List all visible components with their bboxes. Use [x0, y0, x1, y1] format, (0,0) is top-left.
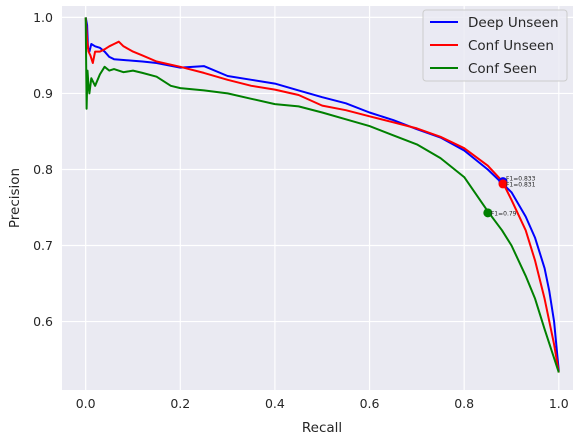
legend-label-1: Conf Unseen: [468, 38, 554, 54]
y-tick-labels: 0.6 0.7 0.8 0.9 1.0: [33, 10, 53, 329]
y-tick-label: 0.6: [33, 314, 53, 329]
f1-label-1: F1=0.831: [506, 181, 536, 188]
legend-label-2: Conf Seen: [468, 61, 537, 77]
x-tick-label: 0.4: [265, 396, 285, 411]
y-tick-label: 1.0: [33, 10, 53, 25]
legend: Deep Unseen Conf Unseen Conf Seen: [422, 9, 568, 82]
x-tick-labels: 0.0 0.2 0.4 0.6 0.8 1.0: [76, 396, 569, 411]
x-axis-title: Recall: [302, 420, 342, 436]
x-tick-label: 0.0: [76, 396, 96, 411]
f1-label-0: F1=0.833: [506, 176, 536, 183]
x-tick-label: 0.8: [454, 396, 474, 411]
y-axis-title: Precision: [7, 168, 23, 228]
series-line-0: [84, 17, 560, 372]
y-tick-label: 0.7: [33, 238, 53, 253]
y-tick-label: 0.9: [33, 86, 53, 101]
x-tick-label: 0.6: [360, 396, 380, 411]
legend-box: [422, 9, 568, 82]
y-tick-label: 0.8: [33, 162, 53, 177]
x-tick-label: 1.0: [549, 396, 569, 411]
x-tick-label: 0.2: [170, 396, 190, 411]
f1-marker-1: [498, 179, 508, 189]
legend-label-0: Deep Unseen: [468, 15, 559, 31]
f1-label-2: F1=0.79: [491, 210, 517, 217]
f1-marker-2: [483, 208, 493, 218]
